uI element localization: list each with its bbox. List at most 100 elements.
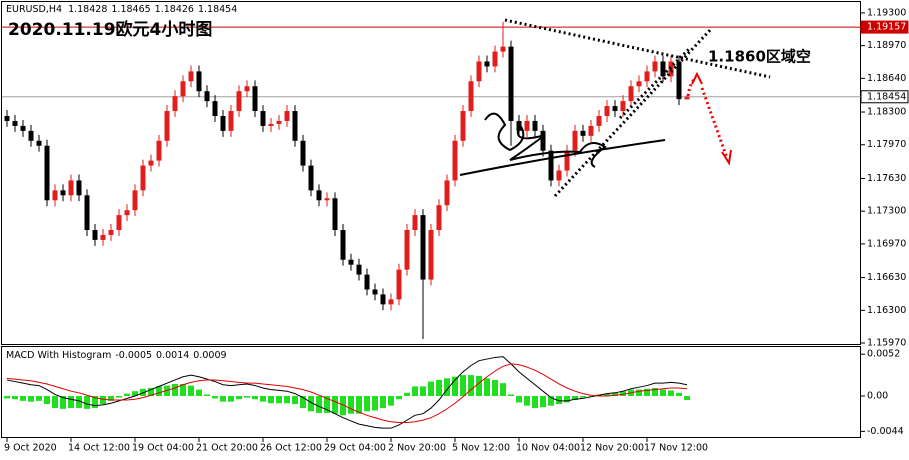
candle-body	[108, 230, 114, 235]
candle-body	[532, 120, 538, 131]
histogram-bar	[148, 387, 154, 397]
candle-body	[100, 234, 106, 240]
candle-body	[620, 101, 626, 112]
candle-body	[52, 190, 58, 201]
histogram-bar	[356, 396, 362, 414]
y-tick-label: 1.17300	[867, 206, 906, 217]
candle-body	[84, 195, 90, 230]
histogram-bar	[652, 387, 658, 397]
candle-body	[196, 71, 202, 92]
candle-body	[140, 165, 146, 191]
histogram-bar	[60, 396, 66, 409]
level-label: 1.19157	[867, 22, 906, 33]
candle-body	[628, 86, 634, 102]
histogram-bar	[108, 396, 114, 401]
y-tick-label: 1.16970	[867, 238, 906, 249]
histogram-bar	[44, 396, 50, 405]
histogram-bar	[4, 396, 10, 399]
histogram-bar	[468, 375, 474, 397]
candle-body	[172, 96, 178, 112]
histogram-bar	[84, 396, 90, 409]
candle-body	[180, 81, 186, 97]
candle-body	[380, 294, 386, 305]
candle-body	[372, 289, 378, 295]
candle-body	[156, 140, 162, 161]
x-tick-label: 5 Nov 12:00	[452, 443, 510, 454]
x-tick-label: 26 Oct 12:00	[260, 443, 322, 454]
signature	[459, 112, 666, 176]
x-tick-label: 19 Oct 04:00	[132, 443, 194, 454]
candle-body	[268, 123, 274, 126]
histogram-bar	[36, 396, 42, 401]
y-tick-label: 1.16630	[867, 272, 906, 283]
candle-body	[164, 111, 170, 141]
candle-body	[500, 46, 506, 52]
high: 1.18465	[111, 4, 150, 15]
indicator-value: 0.0014	[156, 350, 189, 361]
histogram-bar	[508, 394, 514, 397]
histogram-bar	[212, 396, 218, 399]
candle-body	[420, 215, 426, 280]
candle-body	[228, 111, 234, 131]
histogram-bar	[364, 396, 370, 412]
annotation: 1.1860区域空	[708, 48, 811, 66]
histogram-bar	[460, 375, 466, 397]
candle-body	[20, 125, 26, 131]
candle-body	[68, 180, 74, 196]
histogram-bar	[684, 396, 690, 401]
histogram-bar	[284, 396, 290, 404]
candle-body	[556, 170, 562, 181]
candle-body	[508, 46, 514, 121]
histogram-bar	[564, 396, 570, 403]
histogram-bar	[492, 379, 498, 397]
histogram-bar	[292, 396, 298, 405]
histogram-bar	[676, 392, 682, 397]
candle-body	[564, 150, 570, 171]
histogram-bar	[548, 396, 554, 406]
y-tick-label: 1.15970	[867, 338, 906, 349]
candle-body	[348, 259, 354, 265]
level-label: 1.18454	[867, 91, 906, 102]
candle-body	[364, 274, 370, 290]
histogram-bar	[236, 396, 242, 400]
candle-body	[444, 180, 450, 206]
candle-body	[580, 130, 586, 136]
candle-body	[300, 140, 306, 166]
indicator-value: -0.0005	[115, 350, 152, 361]
histogram-bar	[68, 396, 74, 409]
candle-body	[404, 230, 410, 270]
histogram-bar	[124, 393, 130, 397]
histogram-bar	[340, 396, 346, 416]
histogram-bar	[428, 381, 434, 397]
candle-body	[188, 71, 194, 82]
histogram-bar	[660, 389, 666, 397]
candle-body	[324, 198, 330, 201]
arrow-head	[721, 149, 732, 166]
candle-body	[476, 61, 482, 82]
histogram-bar	[348, 396, 354, 414]
candle-body	[612, 106, 618, 112]
candle-body	[36, 140, 42, 146]
candle-body	[660, 61, 666, 77]
histogram-bar	[316, 396, 322, 413]
y-tick-label: 0.0052	[867, 349, 900, 360]
histogram-bar	[268, 396, 274, 404]
y-tick-label: 0.00	[867, 391, 888, 402]
y-tick-label: 1.17970	[867, 139, 906, 150]
candle-body	[276, 120, 282, 124]
histogram-bar	[444, 378, 450, 397]
histogram-bar	[636, 389, 642, 397]
trendline	[504, 18, 771, 79]
candle-body	[492, 51, 498, 67]
chart-title: 2020.11.19欧元4小时图	[8, 19, 212, 40]
y-tick-label: 1.18300	[867, 107, 906, 118]
histogram-bar	[500, 383, 506, 397]
histogram-bar	[92, 396, 98, 409]
x-tick-label: 14 Oct 12:00	[68, 443, 130, 454]
candle-body	[460, 111, 466, 141]
candle-body	[308, 165, 314, 191]
x-tick-label: 10 Nov 04:00	[516, 443, 580, 454]
histogram-bar	[228, 396, 234, 402]
candle-body	[252, 86, 258, 112]
y-tick-label: 1.18640	[867, 73, 906, 84]
